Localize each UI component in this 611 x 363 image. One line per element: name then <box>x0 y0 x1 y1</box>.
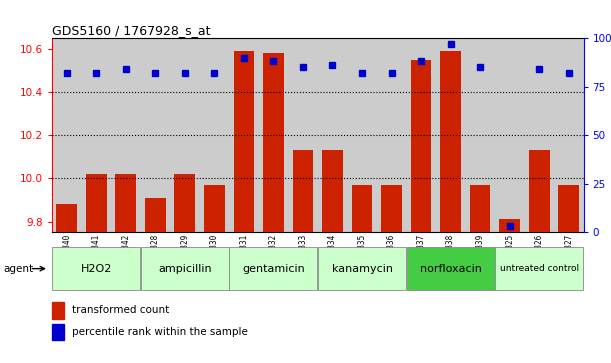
Bar <box>200 38 229 232</box>
Bar <box>233 51 254 232</box>
Text: agent: agent <box>3 264 33 274</box>
Bar <box>377 38 406 232</box>
Text: H2O2: H2O2 <box>81 264 112 274</box>
FancyBboxPatch shape <box>406 247 495 290</box>
Bar <box>263 53 284 232</box>
Bar <box>529 150 549 232</box>
Text: kanamycin: kanamycin <box>332 264 392 274</box>
Bar <box>115 174 136 232</box>
Bar <box>141 38 170 232</box>
Bar <box>406 38 436 232</box>
Bar <box>52 324 64 340</box>
Text: transformed count: transformed count <box>72 305 169 315</box>
Bar <box>352 185 372 232</box>
Bar <box>318 38 347 232</box>
Bar <box>204 185 225 232</box>
FancyBboxPatch shape <box>495 247 584 290</box>
Bar <box>411 60 431 232</box>
Bar <box>558 185 579 232</box>
Bar <box>229 38 258 232</box>
Bar <box>554 38 584 232</box>
Bar <box>524 38 554 232</box>
FancyBboxPatch shape <box>141 247 229 290</box>
FancyBboxPatch shape <box>229 247 318 290</box>
Bar <box>470 185 491 232</box>
Bar <box>288 38 318 232</box>
Bar <box>81 38 111 232</box>
Bar <box>293 150 313 232</box>
Text: norfloxacin: norfloxacin <box>420 264 481 274</box>
Bar <box>466 38 495 232</box>
Bar <box>145 198 166 232</box>
Text: ampicillin: ampicillin <box>158 264 211 274</box>
Bar <box>436 38 466 232</box>
Bar <box>499 219 520 232</box>
Bar <box>175 174 195 232</box>
Bar <box>56 204 77 232</box>
FancyBboxPatch shape <box>318 247 406 290</box>
Bar <box>86 174 106 232</box>
Text: untreated control: untreated control <box>500 264 579 273</box>
Text: gentamicin: gentamicin <box>242 264 305 274</box>
Bar <box>52 38 81 232</box>
Bar <box>52 302 64 319</box>
Bar <box>258 38 288 232</box>
Bar <box>495 38 524 232</box>
Bar <box>170 38 200 232</box>
Text: percentile rank within the sample: percentile rank within the sample <box>72 327 248 337</box>
FancyBboxPatch shape <box>52 247 141 290</box>
Bar <box>347 38 377 232</box>
Bar <box>322 150 343 232</box>
Text: GDS5160 / 1767928_s_at: GDS5160 / 1767928_s_at <box>52 24 210 37</box>
Bar <box>111 38 141 232</box>
Bar <box>441 51 461 232</box>
Bar <box>381 185 402 232</box>
